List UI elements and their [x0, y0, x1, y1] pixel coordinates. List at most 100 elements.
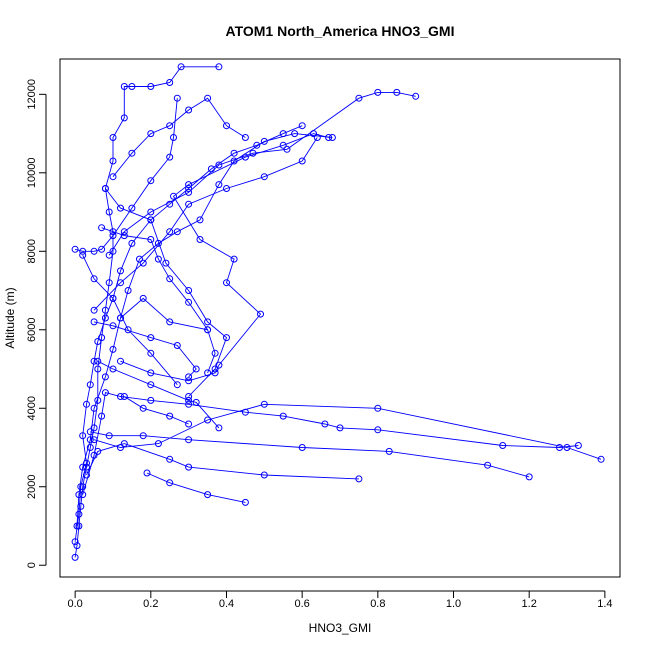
series-line: [74, 125, 303, 542]
data-point: [83, 471, 90, 479]
data-point: [185, 373, 193, 381]
y-tick-label: 0: [26, 562, 38, 568]
series-11: [90, 134, 321, 314]
data-point: [128, 239, 136, 247]
series-line: [105, 188, 228, 397]
data-point: [94, 447, 102, 455]
data-point: [336, 424, 344, 432]
data-point: [109, 173, 117, 181]
data-point: [215, 63, 223, 71]
data-point: [355, 475, 363, 483]
data-point: [98, 412, 106, 420]
data-point: [73, 542, 81, 550]
data-point: [154, 440, 162, 448]
data-point: [230, 255, 238, 263]
data-point: [86, 444, 94, 451]
y-axis-label: Altitude (m): [3, 287, 17, 348]
data-point: [105, 251, 113, 259]
data-point: [563, 444, 571, 451]
data-point: [71, 245, 79, 253]
data-point: [71, 553, 79, 561]
data-point: [90, 436, 98, 444]
data-point: [147, 216, 155, 224]
data-point: [279, 141, 287, 149]
data-point: [77, 483, 85, 491]
data-point: [101, 314, 109, 322]
series-line: [93, 137, 318, 311]
data-point: [109, 345, 117, 353]
data-point: [223, 122, 230, 130]
data-point: [94, 365, 102, 373]
series-8: [94, 357, 223, 432]
data-point: [124, 326, 132, 334]
data-point: [147, 130, 155, 138]
x-axis-label: HNO3_GMI: [309, 621, 372, 635]
data-point: [597, 455, 605, 463]
data-point: [120, 228, 128, 236]
series-line: [82, 392, 579, 495]
data-point: [249, 149, 257, 157]
data-point: [166, 412, 174, 420]
data-point: [79, 432, 87, 440]
data-point: [291, 130, 299, 138]
data-point: [86, 428, 94, 436]
data-point: [90, 247, 98, 255]
data-point: [101, 389, 109, 397]
data-point: [166, 318, 174, 326]
data-point: [139, 294, 147, 302]
data-point: [177, 63, 185, 71]
series-5: [79, 389, 582, 499]
x-tick-label: 0.4: [219, 598, 234, 610]
x-tick-label: 0.2: [143, 598, 158, 610]
series-1: [71, 63, 223, 561]
data-point: [204, 491, 212, 499]
data-point: [185, 400, 193, 408]
data-point: [109, 134, 117, 141]
data-point: [185, 181, 193, 189]
data-point: [204, 318, 212, 326]
data-point: [94, 357, 102, 365]
data-point: [105, 208, 113, 216]
data-point: [556, 444, 563, 451]
data-point: [83, 459, 90, 467]
data-point: [79, 247, 87, 255]
x-axis: 0.0 0.2 0.4 0.6 0.8 1.0 1.2 1.4: [67, 590, 613, 610]
series-line: [112, 97, 246, 177]
data-point: [211, 369, 219, 377]
series-line: [108, 91, 416, 256]
data-point: [215, 424, 223, 432]
data-point: [166, 228, 174, 236]
data-point: [173, 94, 181, 102]
data-point: [185, 188, 193, 196]
series-9: [90, 318, 200, 381]
data-point: [204, 94, 212, 102]
series-12: [105, 88, 420, 259]
data-point: [90, 404, 98, 412]
data-point: [147, 369, 155, 377]
data-point: [173, 342, 181, 349]
chart-title: ATOM1 North_America HNO3_GMI: [226, 23, 455, 39]
y-tick-label: 4000: [26, 396, 38, 420]
data-point: [574, 442, 582, 449]
y-axis: 0 2000 4000 6000 8000 10000 12000: [26, 79, 47, 568]
data-point: [283, 145, 291, 153]
data-point: [313, 134, 321, 141]
data-point: [154, 255, 162, 263]
data-point: [173, 228, 181, 236]
data-point: [185, 396, 193, 404]
y-tick-label: 12000: [26, 79, 38, 110]
series-10: [117, 130, 333, 385]
data-point: [120, 232, 128, 240]
data-point: [185, 463, 193, 471]
data-point: [75, 510, 83, 518]
data-point: [101, 185, 109, 192]
data-point: [204, 416, 212, 424]
data-point: [393, 88, 401, 96]
data-point: [98, 224, 106, 232]
data-point: [117, 444, 124, 451]
data-point: [120, 114, 128, 122]
data-point: [185, 393, 193, 400]
data-point: [241, 134, 249, 141]
series-14: [79, 251, 181, 389]
